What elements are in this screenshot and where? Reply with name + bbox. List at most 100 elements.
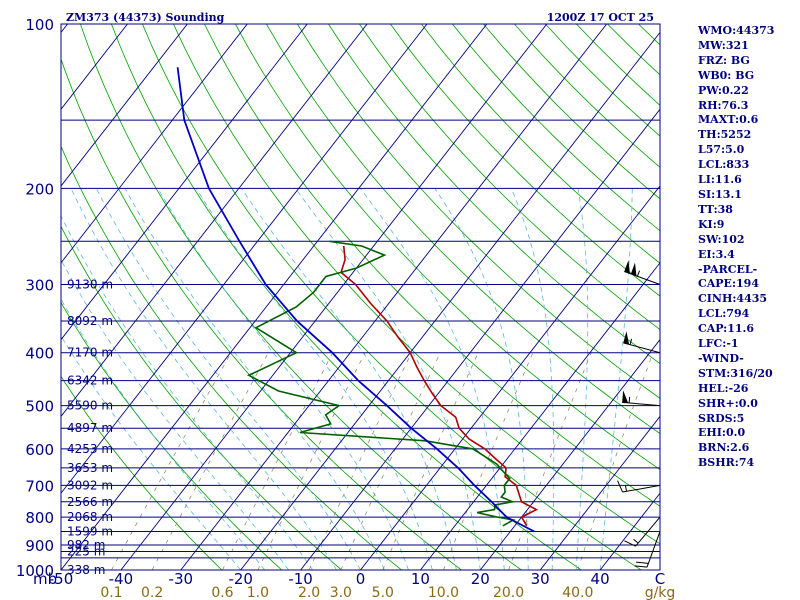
mixing-ratio-tick-label: 2.0 [298,585,320,600]
barb-staff [623,342,661,354]
mixing-ratio-line [111,352,232,570]
moist-adiabat [510,188,555,570]
temperature-tick-label: -50 [49,570,74,588]
mixing-ratio-tick-label: 0.2 [141,585,163,600]
wind-barb-800 [624,516,661,547]
mixing-ratio-line [222,352,334,570]
isotherm [61,24,188,187]
barb-staff [635,516,661,547]
stat-item: -PARCEL- [698,262,758,276]
isotherm [61,24,248,264]
mixing-ratio-unit-label: g/kg [645,585,676,600]
barb-half [628,396,631,403]
stat-item: MAXT:0.6 [698,113,759,127]
mixing-ratio-line [340,352,441,570]
barb-staff [622,484,661,493]
stat-item: L57:5.0 [698,143,745,157]
stat-item: LCL:833 [698,158,750,172]
moist-adiabat [295,188,481,570]
stat-item: CINH:4435 [698,292,768,306]
valid-time: 1200Z 17 OCT 25 [547,11,654,24]
pressure-unit-label: mb [33,570,57,588]
isobar-layer [61,23,660,571]
pressure-tick-label: 1000 [16,562,54,580]
isotherm [240,31,660,570]
height-label: 9130 m [67,278,113,292]
mixing-ratio-line [508,352,592,570]
temperature-tick-label: 20 [471,570,490,588]
dry-adiabat [142,24,642,570]
stat-item: SI:13.1 [698,187,742,201]
height-label: 338 m [67,563,105,577]
isotherm [300,108,660,570]
temperature-profile [340,245,539,527]
stat-item: SRDS:5 [698,411,745,425]
height-label: 1599 m [67,524,113,538]
stats-panel: WMO:44373 MW:321 FRZ: BG WB0: BG PW:0.22 RH:7… [698,24,774,471]
isotherm [479,338,660,570]
stat-item: TH:5252 [698,128,752,142]
mixing-ratio-tick-label: 10.0 [428,585,459,600]
profile-layer [176,67,539,533]
isotherm [360,185,660,570]
isotherm [61,24,428,494]
pressure-tick-label: 900 [25,537,54,555]
height-label: 2566 m [67,495,113,509]
wind-barb-400 [623,331,661,354]
temperature-tick-label: -10 [288,570,313,588]
mixing-ratio-line [382,352,479,570]
barb-flag [623,331,630,345]
pressure-tick-label: 700 [25,477,54,495]
isotherm [61,24,488,570]
barb-staff [622,401,661,407]
dewpoint-profile [247,240,516,527]
height-label: 4253 m [67,442,113,456]
isotherm [120,24,548,570]
height-label: 7170 m [67,346,113,360]
barb-full [624,540,636,547]
stat-item: CAPE:194 [698,277,759,291]
stat-item: CAP:11.6 [698,322,755,336]
stat-item: LFC:-1 [698,337,739,351]
wind-barb-300 [624,260,661,285]
barb-full [617,480,624,493]
mixing-ratio-tick-label: 20.0 [493,585,524,600]
moist-adiabat [359,188,505,570]
barb-flag [630,262,637,276]
stat-item: MW:321 [698,38,749,52]
temperature-tick-label: 30 [531,570,550,588]
moist-adiabat [157,188,409,570]
height-label: 3653 m [67,461,113,475]
mixing-ratio-tick-label: 1.0 [247,585,269,600]
stat-item: -WIND- [698,351,744,365]
height-label: 8092 m [67,314,113,328]
mixing-ratio-tick-label: 5.0 [372,585,394,600]
height-label: 4897 m [67,421,113,435]
height-label: 6342 m [67,374,113,388]
mixing-ratio-tick-label: 0.6 [211,585,233,600]
stat-item: WB0: BG [698,68,755,82]
temperature-tick-label: -40 [109,570,134,588]
stat-item: WMO:44373 [698,24,775,37]
pressure-tick-label: 300 [25,277,54,295]
mixing-ratio-tick-label: 0.1 [100,585,122,600]
stat-item: LCL:794 [698,307,750,321]
stat-item: STM:316/20 [698,366,773,380]
temperature-tick-label: -30 [169,570,194,588]
isotherm [180,24,608,570]
mixing-ratio-tick-label: 3.0 [330,585,352,600]
temperature-tick-label: 0 [356,570,366,588]
stat-item: EHI:0.0 [698,426,746,440]
wind-barb-500 [622,390,661,407]
stat-item: SW:102 [698,232,745,246]
stat-item: FRZ: BG [698,53,750,67]
grid-layer [61,24,660,570]
pressure-tick-label: 600 [25,441,54,459]
stat-item: EI:3.4 [698,247,735,261]
moist-adiabat [70,188,337,570]
barb-full [636,561,649,564]
mixing-ratio-line [257,352,366,570]
stat-item: BSHR:74 [698,456,755,470]
